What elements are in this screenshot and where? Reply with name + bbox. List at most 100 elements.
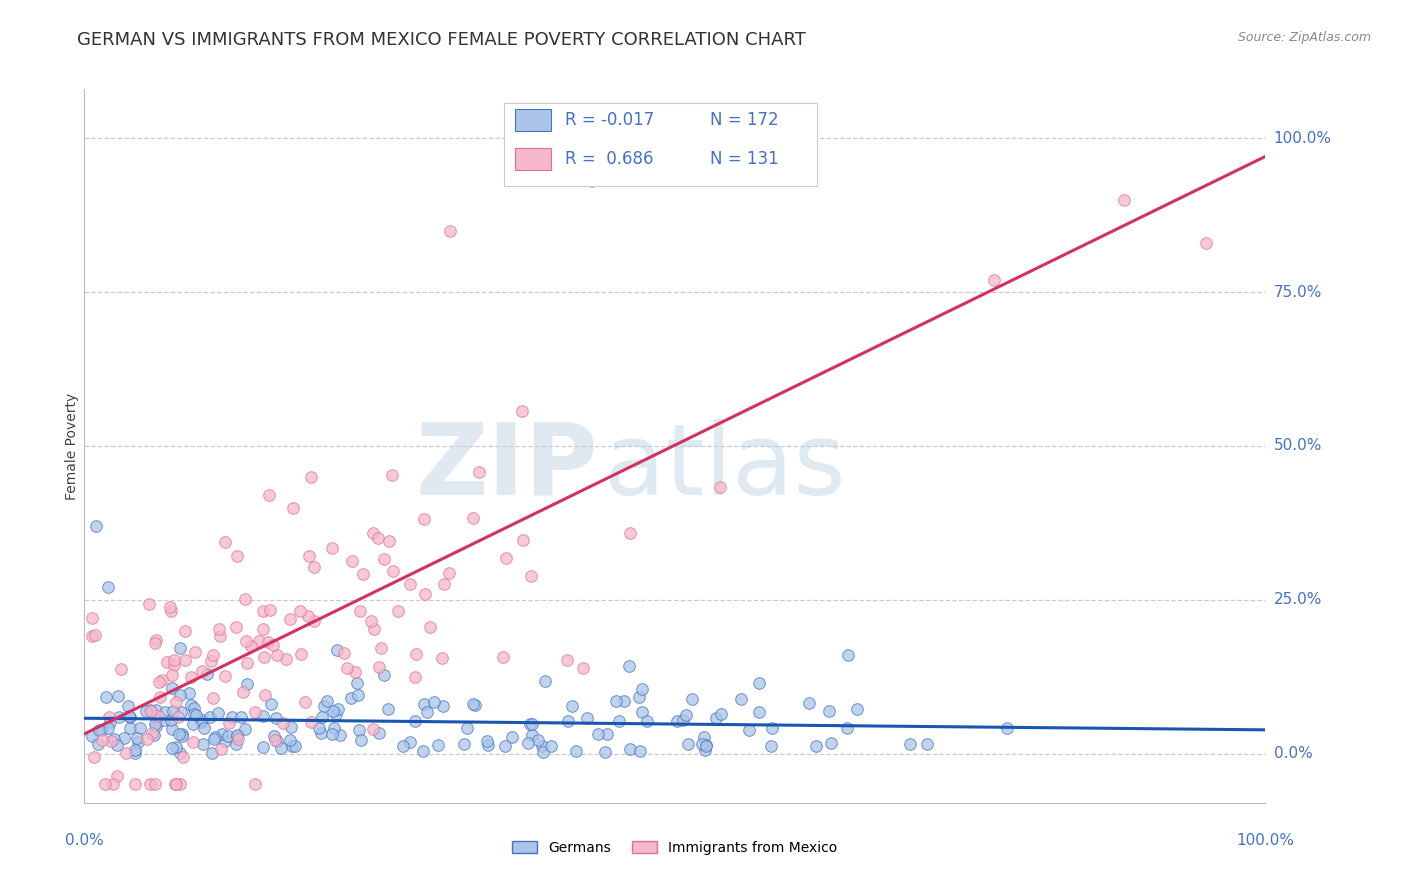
Point	[360, 614, 382, 628]
Point	[468, 465, 491, 479]
Point	[308, 721, 330, 735]
Point	[693, 730, 716, 744]
Point	[343, 665, 366, 679]
Point	[174, 624, 197, 639]
Point	[613, 694, 636, 708]
Point	[352, 566, 374, 581]
Point	[198, 710, 221, 724]
Point	[149, 690, 172, 704]
Point	[112, 731, 135, 745]
Point	[378, 534, 401, 549]
Point	[311, 710, 333, 724]
Point	[373, 551, 395, 566]
Point	[564, 744, 586, 758]
Point	[631, 705, 654, 719]
Point	[370, 641, 392, 656]
Point	[628, 690, 651, 704]
Point	[225, 727, 247, 741]
Point	[413, 587, 436, 601]
Point	[631, 681, 654, 696]
Point	[146, 709, 169, 723]
Point	[1112, 193, 1135, 207]
Point	[252, 709, 274, 723]
Point	[135, 704, 157, 718]
Point	[141, 726, 163, 740]
Point	[915, 738, 938, 752]
Point	[314, 699, 336, 714]
Point	[494, 739, 516, 754]
Point	[108, 710, 131, 724]
Point	[818, 704, 841, 718]
Point	[209, 629, 232, 643]
Point	[127, 731, 149, 746]
Point	[218, 715, 240, 730]
Point	[336, 661, 359, 675]
Point	[214, 733, 236, 747]
Point	[233, 723, 256, 737]
Point	[432, 699, 454, 714]
Point	[180, 698, 202, 713]
Point	[169, 640, 191, 655]
Point	[412, 744, 434, 758]
Point	[165, 777, 187, 791]
Point	[329, 728, 352, 742]
Point	[276, 652, 298, 666]
Point	[520, 727, 543, 741]
Text: R =  0.686: R = 0.686	[565, 150, 654, 168]
Point	[98, 709, 121, 723]
Point	[326, 702, 349, 716]
Point	[80, 629, 103, 643]
Point	[160, 722, 183, 736]
Text: N = 131: N = 131	[710, 150, 779, 168]
Legend: Germans, Immigrants from Mexico: Germans, Immigrants from Mexico	[506, 835, 844, 860]
Point	[124, 743, 146, 757]
FancyBboxPatch shape	[516, 148, 551, 169]
Point	[281, 501, 304, 516]
Point	[162, 653, 184, 667]
Point	[516, 736, 538, 750]
Point	[201, 747, 224, 761]
Point	[346, 688, 368, 702]
Point	[404, 714, 426, 729]
Point	[191, 664, 214, 678]
Point	[607, 714, 630, 728]
Point	[672, 713, 695, 727]
Point	[761, 721, 783, 735]
Point	[225, 620, 247, 634]
Point	[367, 531, 389, 545]
Point	[527, 733, 550, 747]
Point	[837, 648, 859, 663]
Point	[101, 777, 124, 791]
Point	[586, 726, 609, 740]
Point	[252, 622, 274, 636]
Point	[169, 746, 191, 760]
Point	[170, 727, 193, 741]
FancyBboxPatch shape	[503, 103, 817, 186]
Point	[284, 739, 307, 754]
Point	[259, 488, 281, 502]
Point	[141, 704, 163, 718]
Point	[695, 743, 717, 757]
Point	[432, 576, 454, 591]
Point	[748, 675, 770, 690]
Point	[516, 125, 538, 139]
Point	[129, 721, 152, 735]
Point	[170, 706, 193, 720]
Point	[190, 715, 212, 730]
Point	[617, 659, 640, 673]
Point	[520, 716, 543, 731]
Point	[413, 512, 436, 526]
Point	[124, 747, 146, 761]
Point	[139, 703, 162, 717]
Point	[148, 675, 170, 690]
Point	[155, 655, 177, 669]
Point	[202, 648, 225, 662]
Point	[235, 592, 257, 607]
Point	[520, 569, 543, 583]
Point	[323, 721, 346, 735]
Point	[405, 647, 427, 661]
Text: 0.0%: 0.0%	[1274, 746, 1312, 761]
Point	[619, 526, 641, 541]
Point	[263, 732, 285, 747]
Point	[593, 745, 616, 759]
